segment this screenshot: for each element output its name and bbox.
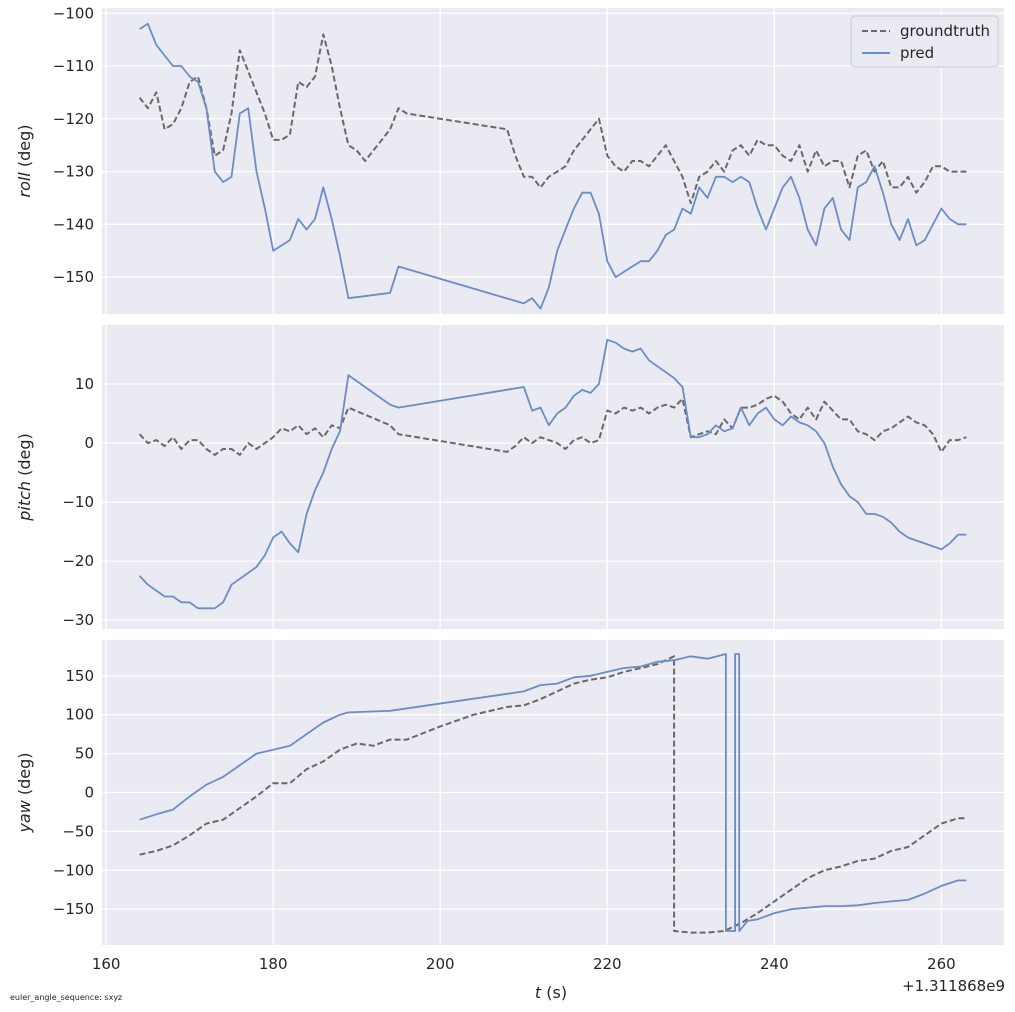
x-tick-label: 240 <box>760 955 789 973</box>
roll-y-tick-label: −110 <box>53 57 94 75</box>
roll-y-tick-label: −100 <box>53 4 94 22</box>
yaw-y-tick-label: 0 <box>84 784 94 802</box>
pitch-y-tick-label: −10 <box>62 493 94 511</box>
pitch-y-tick-label: 0 <box>84 434 94 452</box>
yaw-y-tick-label: −150 <box>53 900 94 918</box>
legend-box <box>850 15 999 68</box>
pitch-y-axis-label: pitch (deg) <box>15 433 34 522</box>
yaw-y-tick-label: 150 <box>65 667 94 685</box>
x-tick-label: 180 <box>259 955 288 973</box>
pitch-y-tick-label: −30 <box>62 611 94 629</box>
pitch-pred-line <box>138 338 967 610</box>
x-axis-label: t (s) <box>535 983 567 1002</box>
roll-y-tick-label: −120 <box>53 110 94 128</box>
yaw-pred-line <box>139 653 967 932</box>
yaw-y-axis-label: yaw (deg) <box>15 752 34 833</box>
pitch-y-tick-label: 10 <box>75 375 94 393</box>
roll-panel: −100 −110 −120 −130 −140 −150 roll (deg) ground… <box>15 4 1004 314</box>
yaw-y-tick-label: 50 <box>75 745 94 763</box>
yaw-y-tick-label: −50 <box>62 822 94 840</box>
yaw-y-tick-label: 100 <box>65 706 94 724</box>
yaw-groundtruth-line <box>139 655 967 934</box>
x-tick-label: 220 <box>593 955 622 973</box>
legend-groundtruth-label: groundtruth <box>900 22 990 40</box>
euler-sequence-footnote: euler_angle_sequence: sxyz <box>10 993 122 1002</box>
roll-pred-line <box>139 22 967 310</box>
roll-y-tick-label: −150 <box>53 268 94 286</box>
roll-y-axis-label: roll (deg) <box>15 125 34 198</box>
x-offset-text: +1.311868e9 <box>902 977 1005 995</box>
roll-groundtruth-line <box>138 33 967 205</box>
x-tick-label: 200 <box>426 955 455 973</box>
yaw-y-tick-label: −100 <box>53 861 94 879</box>
legend: groundtruth pred <box>850 15 999 68</box>
pitch-y-tick-label: −20 <box>62 552 94 570</box>
pitch-panel: 10 0 −10 −20 −30 pitch (deg) <box>15 325 1004 629</box>
pitch-groundtruth-line <box>138 394 967 456</box>
pitch-panel-background <box>102 325 1004 629</box>
yaw-panel: 150 100 50 0 −50 −100 −150 yaw (deg) 160 180 200 22… <box>15 640 1005 1002</box>
roll-y-tick-label: −130 <box>53 163 94 181</box>
roll-y-tick-label: −140 <box>53 215 94 233</box>
legend-pred-label: pred <box>900 44 934 62</box>
x-tick-label: 160 <box>92 955 121 973</box>
x-tick-label: 260 <box>927 955 956 973</box>
